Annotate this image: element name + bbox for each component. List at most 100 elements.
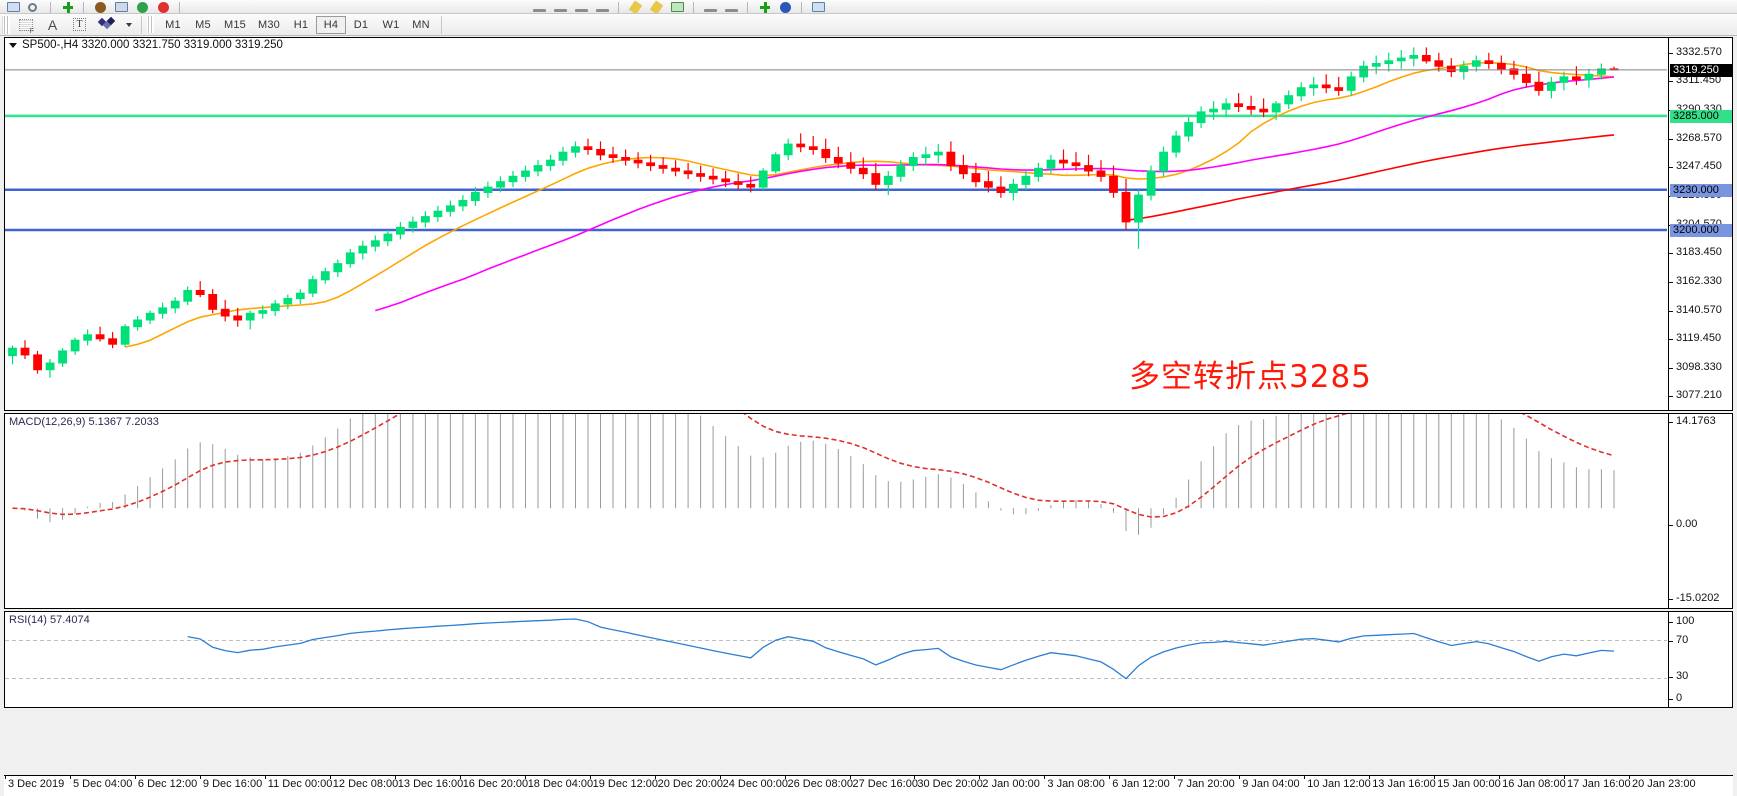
toolbar-separator	[747, 2, 748, 13]
data-window-icon[interactable]	[809, 0, 827, 13]
time-tick: 24 Dec 00:00	[719, 775, 789, 790]
rsi-axis[interactable]: 100 70 30 0	[1668, 612, 1732, 707]
symbol-header-text: SP500-,H4 3320.000 3321.750 3319.000 331…	[22, 39, 283, 51]
time-tick: 13 Dec 16:00	[394, 775, 464, 790]
rsi-label: RSI(14) 57.4074	[9, 614, 90, 626]
price-chart-svg	[5, 47, 1667, 378]
time-tick: 9 Jan 04:00	[1239, 775, 1300, 790]
time-tick: 5 Dec 04:00	[69, 775, 133, 790]
crosshair-icon[interactable]: F	[12, 15, 39, 35]
time-tick: 3 Dec 2019	[4, 775, 65, 790]
zoom-out-icon[interactable]	[647, 0, 665, 13]
time-axis[interactable]: 3 Dec 2019 5 Dec 04:00 6 Dec 12:00 9 Dec 16…	[4, 775, 1733, 796]
shapes-icon[interactable]	[93, 15, 120, 35]
timeframe-mn[interactable]: MN	[412, 18, 430, 31]
line-chart-icon[interactable]	[593, 0, 611, 13]
rsi-plot	[5, 612, 1667, 707]
timeframe-d1[interactable]: D1	[353, 18, 369, 31]
level-badge[interactable]: 3285.000	[1670, 109, 1732, 123]
time-tick: 20 Dec 20:00	[654, 775, 724, 790]
chart-annotation: 多空转折点3285	[1129, 359, 1372, 395]
macd-pane[interactable]: MACD(12,26,9) 5.1367 7.2033 14.1763 0.00…	[4, 413, 1733, 609]
current-price-badge: 3319.250	[1670, 63, 1732, 77]
zoom-in-icon[interactable]	[626, 0, 644, 13]
text-tool-icon[interactable]: A	[39, 15, 66, 35]
symbol-header: SP500-,H4 3320.000 3321.750 3319.000 331…	[9, 39, 283, 51]
toolbar-separator	[693, 2, 694, 13]
add-indicator-icon[interactable]	[58, 0, 76, 13]
timeframe-m1[interactable]: M1	[165, 18, 181, 31]
timeframe-h1[interactable]: H1	[293, 18, 309, 31]
text-label-tool-icon[interactable]: T	[66, 15, 93, 35]
time-tick: 16 Jan 08:00	[1499, 775, 1566, 790]
time-tick: 19 Dec 12:00	[589, 775, 659, 790]
rsi-pane[interactable]: RSI(14) 57.4074 100 70 30 0	[4, 611, 1733, 708]
time-tick: 6 Jan 12:00	[1109, 775, 1170, 790]
navigator-icon[interactable]	[133, 0, 151, 13]
time-tick: 10 Jan 12:00	[1304, 775, 1371, 790]
toolbar-separator	[50, 2, 51, 13]
bar-chart-icon[interactable]	[551, 0, 569, 13]
time-tick: 16 Dec 20:00	[459, 775, 529, 790]
shift-icon[interactable]	[701, 0, 719, 13]
rsi-chart-svg	[5, 618, 1667, 680]
macd-chart-svg	[12, 414, 1615, 535]
chart-area: SP500-,H4 3320.000 3321.750 3319.000 331…	[4, 37, 1733, 793]
time-tick: 11 Dec 00:00	[264, 775, 333, 790]
time-tick: 6 Dec 12:00	[134, 775, 198, 790]
toolbar-separator	[141, 15, 142, 34]
timeframe-grip[interactable]	[147, 16, 154, 33]
autoscroll-icon[interactable]	[668, 0, 686, 13]
timeframe-m30[interactable]: M30	[258, 18, 280, 31]
time-tick: 12 Dec 08:00	[329, 775, 399, 790]
macd-axis[interactable]: 14.1763 0.00 -15.0202	[1668, 414, 1732, 608]
candle-chart-icon[interactable]	[572, 0, 590, 13]
stop-icon[interactable]	[154, 0, 172, 13]
timeframe-h4[interactable]: H4	[316, 15, 346, 34]
price-pane[interactable]: SP500-,H4 3320.000 3321.750 3319.000 331…	[4, 37, 1733, 411]
crosshair-label: F	[29, 27, 34, 35]
time-tick: 13 Jan 16:00	[1369, 775, 1436, 790]
price-axis[interactable]: 3332.570 3311.450 3290.330 3268.570 3247.450…	[1668, 38, 1732, 410]
zoom-icon[interactable]	[25, 0, 43, 13]
new-order-icon[interactable]	[755, 0, 773, 13]
time-tick: 27 Dec 16:00	[849, 775, 918, 790]
macd-label: MACD(12,26,9) 5.1367 7.2033	[9, 416, 159, 428]
price-plot	[5, 38, 1667, 410]
chevron-down-icon[interactable]	[120, 15, 136, 35]
toolbar-separator	[441, 15, 442, 34]
help-icon[interactable]	[776, 0, 794, 13]
time-tick: 7 Jan 20:00	[1174, 775, 1235, 790]
terminal-icon[interactable]	[112, 0, 130, 13]
timeframe-m5[interactable]: M5	[195, 18, 211, 31]
toolbar-separator	[83, 2, 84, 13]
align-icon[interactable]	[530, 0, 548, 13]
text-tool-label: A	[47, 16, 58, 33]
toolbar-separator	[801, 2, 802, 13]
window-icon[interactable]	[4, 0, 22, 13]
time-tick: 9 Dec 16:00	[199, 775, 263, 790]
expert-icon[interactable]	[91, 0, 109, 13]
text-label-glyph: T	[73, 18, 86, 31]
chart-toolbar: F A T M1 M5 M15 M30 H1 H4 D1 W1 MN	[0, 14, 1737, 36]
time-tick: 2 Jan 00:00	[979, 775, 1040, 790]
toolbar-separator	[179, 2, 180, 13]
collapse-icon[interactable]	[9, 42, 17, 48]
level-badge[interactable]: 3200.000	[1670, 224, 1732, 237]
time-tick: 30 Dec 20:00	[914, 775, 983, 790]
time-tick: 17 Jan 16:00	[1564, 775, 1631, 790]
toolbar-grip[interactable]	[2, 15, 10, 34]
time-tick: 18 Dec 04:00	[524, 775, 594, 790]
time-tick: 15 Jan 00:00	[1434, 775, 1501, 790]
timeframe-m15[interactable]: M15	[224, 18, 246, 31]
level-badge[interactable]: 3230.000	[1670, 183, 1732, 197]
main-toolbar	[0, 0, 1737, 14]
time-tick: 20 Jan 23:00	[1629, 775, 1696, 790]
time-tick: 26 Dec 08:00	[784, 775, 853, 790]
time-tick: 3 Jan 08:00	[1044, 775, 1105, 790]
properties-icon[interactable]	[722, 0, 740, 13]
timeframe-w1[interactable]: W1	[382, 18, 400, 31]
macd-plot	[5, 414, 1667, 608]
toolbar-separator	[618, 2, 619, 13]
